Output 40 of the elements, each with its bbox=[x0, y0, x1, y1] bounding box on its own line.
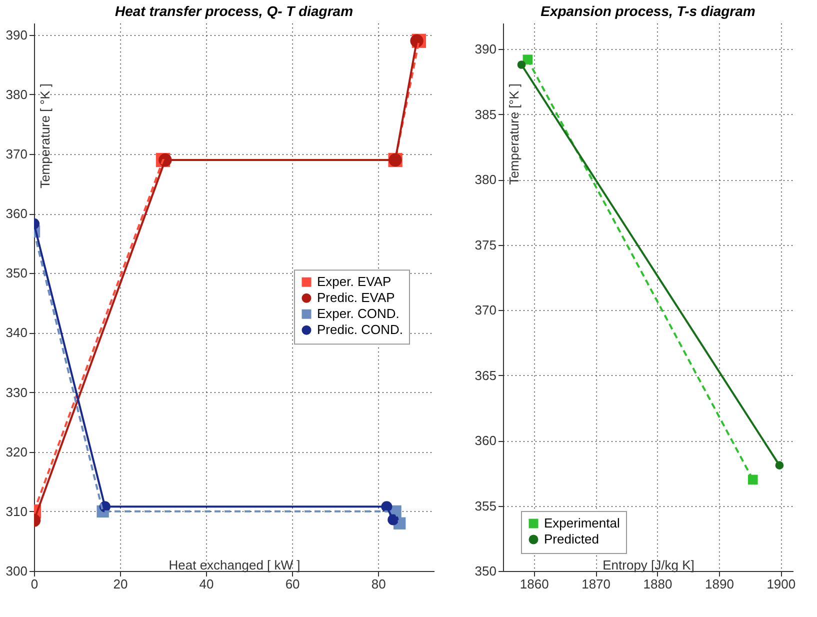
legend-label: Exper. EVAP bbox=[317, 274, 392, 290]
y-tick-label: 390 bbox=[6, 27, 28, 42]
x-tick-label: 1860 bbox=[520, 576, 549, 592]
y-tick-label: 380 bbox=[474, 172, 496, 188]
x-tick-label: 1890 bbox=[704, 576, 734, 592]
y-tick-label: 370 bbox=[6, 146, 28, 162]
chart-title: Heat transfer process, Q- T diagram bbox=[114, 3, 354, 19]
x-tick-label: 1880 bbox=[643, 576, 672, 592]
legend-label: Predicted bbox=[544, 532, 599, 546]
x-tick-label: 80 bbox=[371, 576, 386, 592]
y-tick-label: 355 bbox=[474, 498, 496, 514]
y-tick-label: 330 bbox=[6, 384, 28, 400]
x-tick-label: 60 bbox=[285, 576, 300, 592]
x-tick-label: 0 bbox=[30, 576, 38, 592]
y-tick-label: 350 bbox=[6, 266, 28, 281]
x-tick-label: 20 bbox=[113, 576, 128, 592]
y-tick-label: 360 bbox=[474, 433, 496, 448]
y-tick-label: 300 bbox=[6, 564, 28, 578]
y-tick-label: 320 bbox=[6, 444, 28, 460]
y-tick-label: 380 bbox=[6, 86, 28, 102]
y-tick-label: 360 bbox=[6, 206, 28, 222]
y-axis-title: Temperature [°K ] bbox=[506, 84, 522, 185]
y-tick-label: 340 bbox=[6, 325, 28, 340]
x-tick-label: 40 bbox=[199, 576, 214, 592]
y-tick-label: 350 bbox=[474, 564, 496, 578]
y-tick-label: 370 bbox=[474, 302, 496, 318]
legend-label: Exper. COND. bbox=[317, 306, 400, 322]
legend-label: Experimental bbox=[544, 516, 620, 530]
y-tick-label: 365 bbox=[474, 368, 496, 383]
point bbox=[748, 474, 758, 485]
y-tick-label: 390 bbox=[474, 42, 496, 57]
y-tick-label: 310 bbox=[6, 504, 28, 519]
x-tick-label: 1900 bbox=[766, 576, 796, 592]
legend-label: Predic. COND. bbox=[317, 322, 403, 338]
x-tick-label: 1870 bbox=[582, 576, 611, 592]
y-tick-label: 375 bbox=[474, 237, 496, 252]
legend-label: Predic. EVAP bbox=[317, 290, 395, 306]
y-axis-title: Temperature [ °K ] bbox=[38, 84, 52, 188]
y-tick-label: 385 bbox=[474, 106, 496, 122]
chart-title: Expansion process, T-s diagram bbox=[540, 3, 756, 19]
